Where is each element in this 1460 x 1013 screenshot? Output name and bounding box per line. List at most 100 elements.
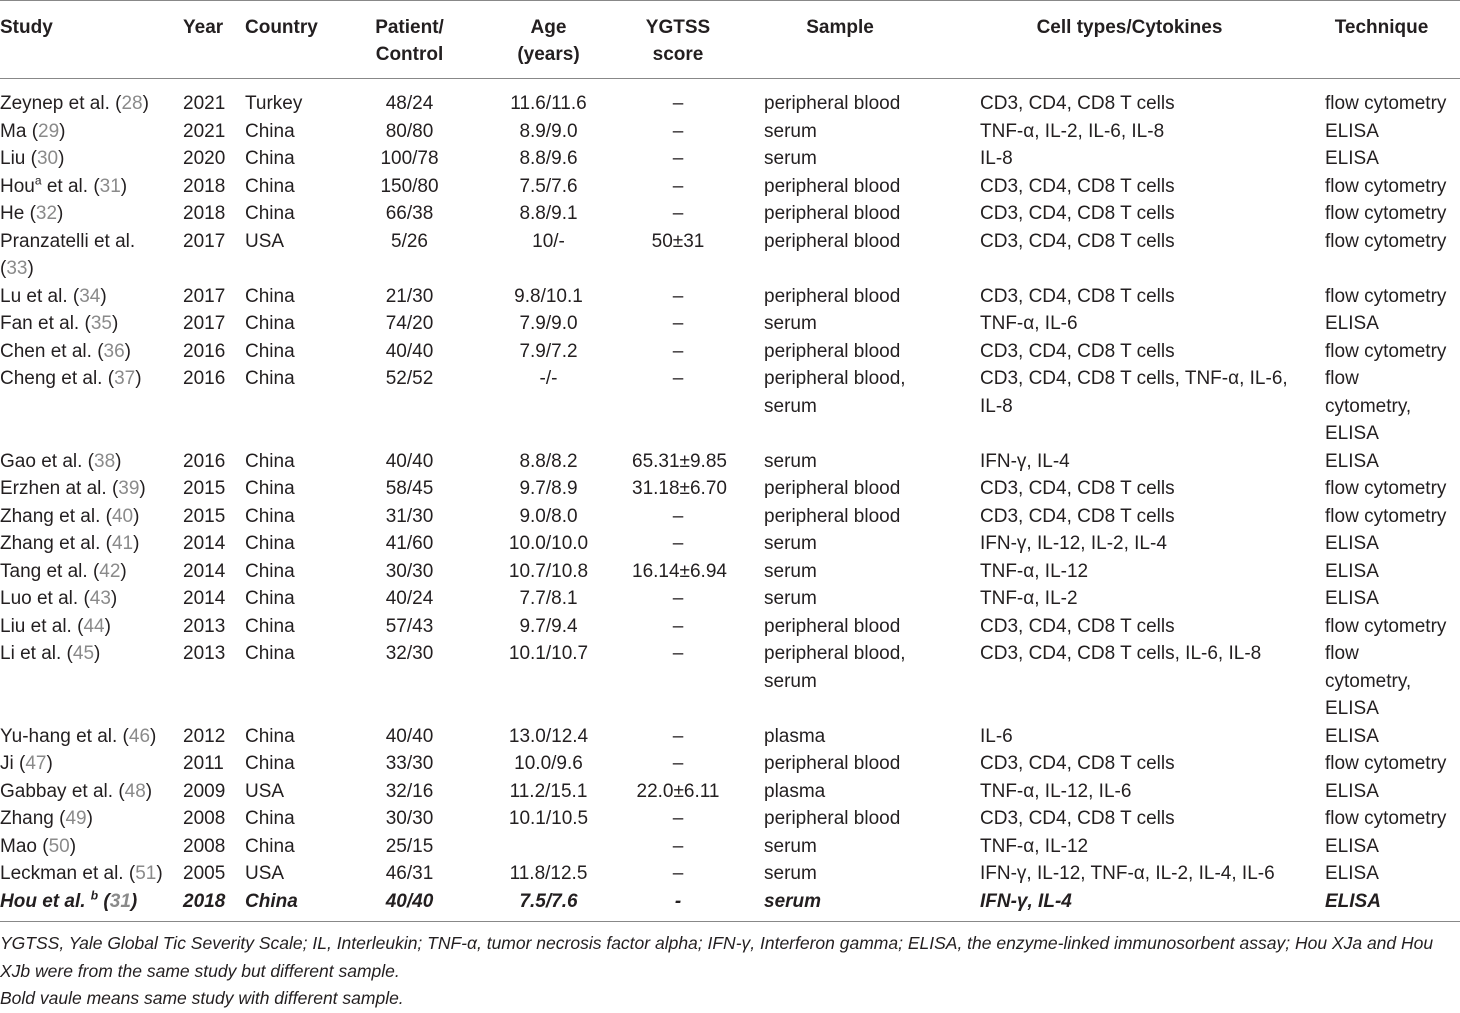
patient-control-cell: 57/43 (385, 615, 434, 637)
age-cell (465, 833, 632, 861)
patient-control-cell: 5/26 (391, 230, 428, 252)
year-cell: 2021 (183, 120, 226, 142)
patient-control-cell: 40/40 (354, 887, 465, 922)
sample-cell: plasma (764, 725, 826, 747)
table-footnotes: YGTSS, Yale Global Tic Severity Scale; I… (0, 930, 1460, 1013)
table-row: Hou et al. b (31) 2018 China 40/40 7.5/7.6- s… (0, 887, 1460, 922)
technique-cell: ELISA (1325, 835, 1379, 857)
reference-number: 31 (99, 175, 121, 197)
year-cell: 2014 (183, 560, 226, 582)
study-cell: Zhang (49) (0, 808, 93, 829)
age-cell: 7.7/8.1 (519, 588, 578, 609)
age-cell: 7.5/7.6 (519, 175, 578, 197)
patient-control-cell: 31/30 (385, 505, 434, 527)
patient-control-cell: 21/30 (385, 285, 434, 307)
year-cell: 2012 (183, 725, 226, 747)
reference-number: 30 (36, 148, 59, 169)
sample-cell: peripheral blood (764, 808, 901, 829)
technique-cell: flow cytometry (1325, 505, 1447, 527)
age-cell: 10.1/10.7 (508, 643, 589, 664)
age-cell: 9.0/8.0 (519, 505, 578, 527)
cytokines-cell: TNF-α, IL-12 (980, 835, 1089, 857)
table-row: Erzhen at al. (39) 2015 China 58/45 9.7/8.9 3… (0, 475, 1460, 503)
ygtss-cell: – (672, 753, 684, 774)
table-row: Luo et al. (43) 2014 China 40/24 7.7/8.1 – ser… (0, 585, 1460, 613)
cytokines-cell: TNF-α, IL-12, IL-6 (980, 780, 1132, 802)
ygtss-cell: – (672, 368, 684, 389)
reference-number: 51 (135, 863, 157, 884)
study-cell: Erzhen at al. (39) (0, 478, 146, 499)
ygtss-cell: – (672, 340, 684, 362)
country-cell: USA (245, 780, 285, 802)
country-cell: China (245, 588, 295, 609)
column-header: Sample (724, 0, 956, 79)
patient-control-cell: 40/40 (385, 340, 434, 362)
table-row: Zhang (49) 2008 China 30/30 10.1/10.5 – periph… (0, 805, 1460, 833)
patient-control-cell: 52/52 (385, 368, 434, 389)
cytokines-cell: CD3, CD4, CD8 T cells (980, 340, 1175, 362)
table-row: Chen et al. (36) 2016 China 40/40 7.9/7.2 – pe… (0, 338, 1460, 366)
patient-control-cell: 30/30 (385, 560, 434, 582)
technique-cell: ELISA (1325, 560, 1379, 582)
age-cell: 10.0/9.6 (514, 753, 583, 774)
study-cell: Mao (50) (0, 835, 77, 857)
reference-number: 36 (103, 340, 125, 362)
cytokines-cell: CD3, CD4, CD8 T cells (980, 808, 1175, 829)
column-header: Country (245, 0, 354, 79)
cytokines-cell: CD3, CD4, CD8 T cells (980, 505, 1175, 527)
year-cell: 2015 (183, 478, 226, 499)
year-cell: 2018 (183, 887, 245, 922)
year-cell: 2018 (183, 203, 226, 224)
table-row: Ji (47) 2011 China 33/30 10.0/9.6 – peripheral… (0, 750, 1460, 778)
cytokines-cell: TNF-α, IL-12 (980, 560, 1089, 582)
sample-cell: peripheral blood (764, 203, 901, 224)
cytokines-cell: CD3, CD4, CD8 T cells (980, 285, 1175, 307)
patient-control-cell: 58/45 (385, 478, 434, 499)
year-cell: 2009 (183, 780, 226, 802)
year-cell: 2013 (183, 643, 226, 664)
technique-cell: ELISA (1325, 725, 1379, 747)
ygtss-cell: – (672, 725, 684, 747)
technique-cell: ELISA (1325, 120, 1379, 142)
reference-number: 44 (83, 615, 105, 637)
age-cell: 9.8/10.1 (514, 285, 583, 307)
technique-cell: flow cytometry (1325, 478, 1447, 499)
country-cell: China (245, 753, 295, 774)
table-row: Gabbay et al. (48) 2009 USA 32/16 11.2/15.1 2… (0, 778, 1460, 806)
patient-control-cell: 40/40 (385, 725, 434, 747)
technique-cell: flow cytometry (1325, 340, 1447, 362)
cytokines-cell: TNF-α, IL-2 (980, 588, 1078, 609)
reference-number: 42 (99, 560, 121, 582)
sample-cell: peripheral blood (764, 615, 901, 637)
table-row: Ma (29) 2021 China 80/80 8.9/9.0 – serum TNF-α,… (0, 118, 1460, 146)
table-row: Gao et al. (38) 2016 China 40/40 8.8/8.2 65.3… (0, 448, 1460, 476)
year-cell: 2008 (183, 808, 226, 829)
study-cell: Zhang et al. (41) (0, 533, 140, 554)
ygtss-cell: – (672, 203, 684, 224)
table-row: Cheng et al. (37) 2016 China 52/52 -/- – perip… (0, 365, 1460, 448)
patient-control-cell: 32/30 (385, 643, 434, 664)
column-header: Study (0, 0, 183, 79)
table-row: Zeynep et al. (28) 2021 Turkey 48/24 11.6/11… (0, 79, 1460, 118)
sample-cell: peripheral blood (764, 93, 901, 114)
patient-control-cell: 25/15 (385, 835, 434, 857)
sample-cell: peripheral blood (764, 478, 901, 499)
technique-cell: flow cytometry (1325, 230, 1447, 252)
patient-control-cell: 40/24 (385, 588, 434, 609)
country-cell: USA (245, 230, 285, 252)
cytokines-cell: IL-6 (980, 725, 1013, 747)
cytokines-cell: CD3, CD4, CD8 T cells (980, 203, 1175, 224)
reference-number: 40 (111, 505, 134, 527)
technique-cell: flow cytometry (1325, 93, 1447, 114)
study-cell: Pranzatelli et al. (33) (0, 230, 136, 280)
reference-number: 48 (124, 780, 146, 802)
year-cell: 2015 (183, 505, 226, 527)
technique-cell: flow cytometry (1325, 285, 1447, 307)
year-cell: 2008 (183, 835, 226, 857)
country-cell: China (245, 368, 295, 389)
sample-cell: peripheral blood (764, 230, 901, 252)
table-row: Pranzatelli et al. (33) 2017 USA 5/26 10/- 50… (0, 228, 1460, 283)
age-cell: 10.1/10.5 (508, 808, 589, 829)
year-cell: 2016 (183, 368, 226, 389)
table-row: Fan et al. (35) 2017 China 74/20 7.9/9.0 – ser… (0, 310, 1460, 338)
